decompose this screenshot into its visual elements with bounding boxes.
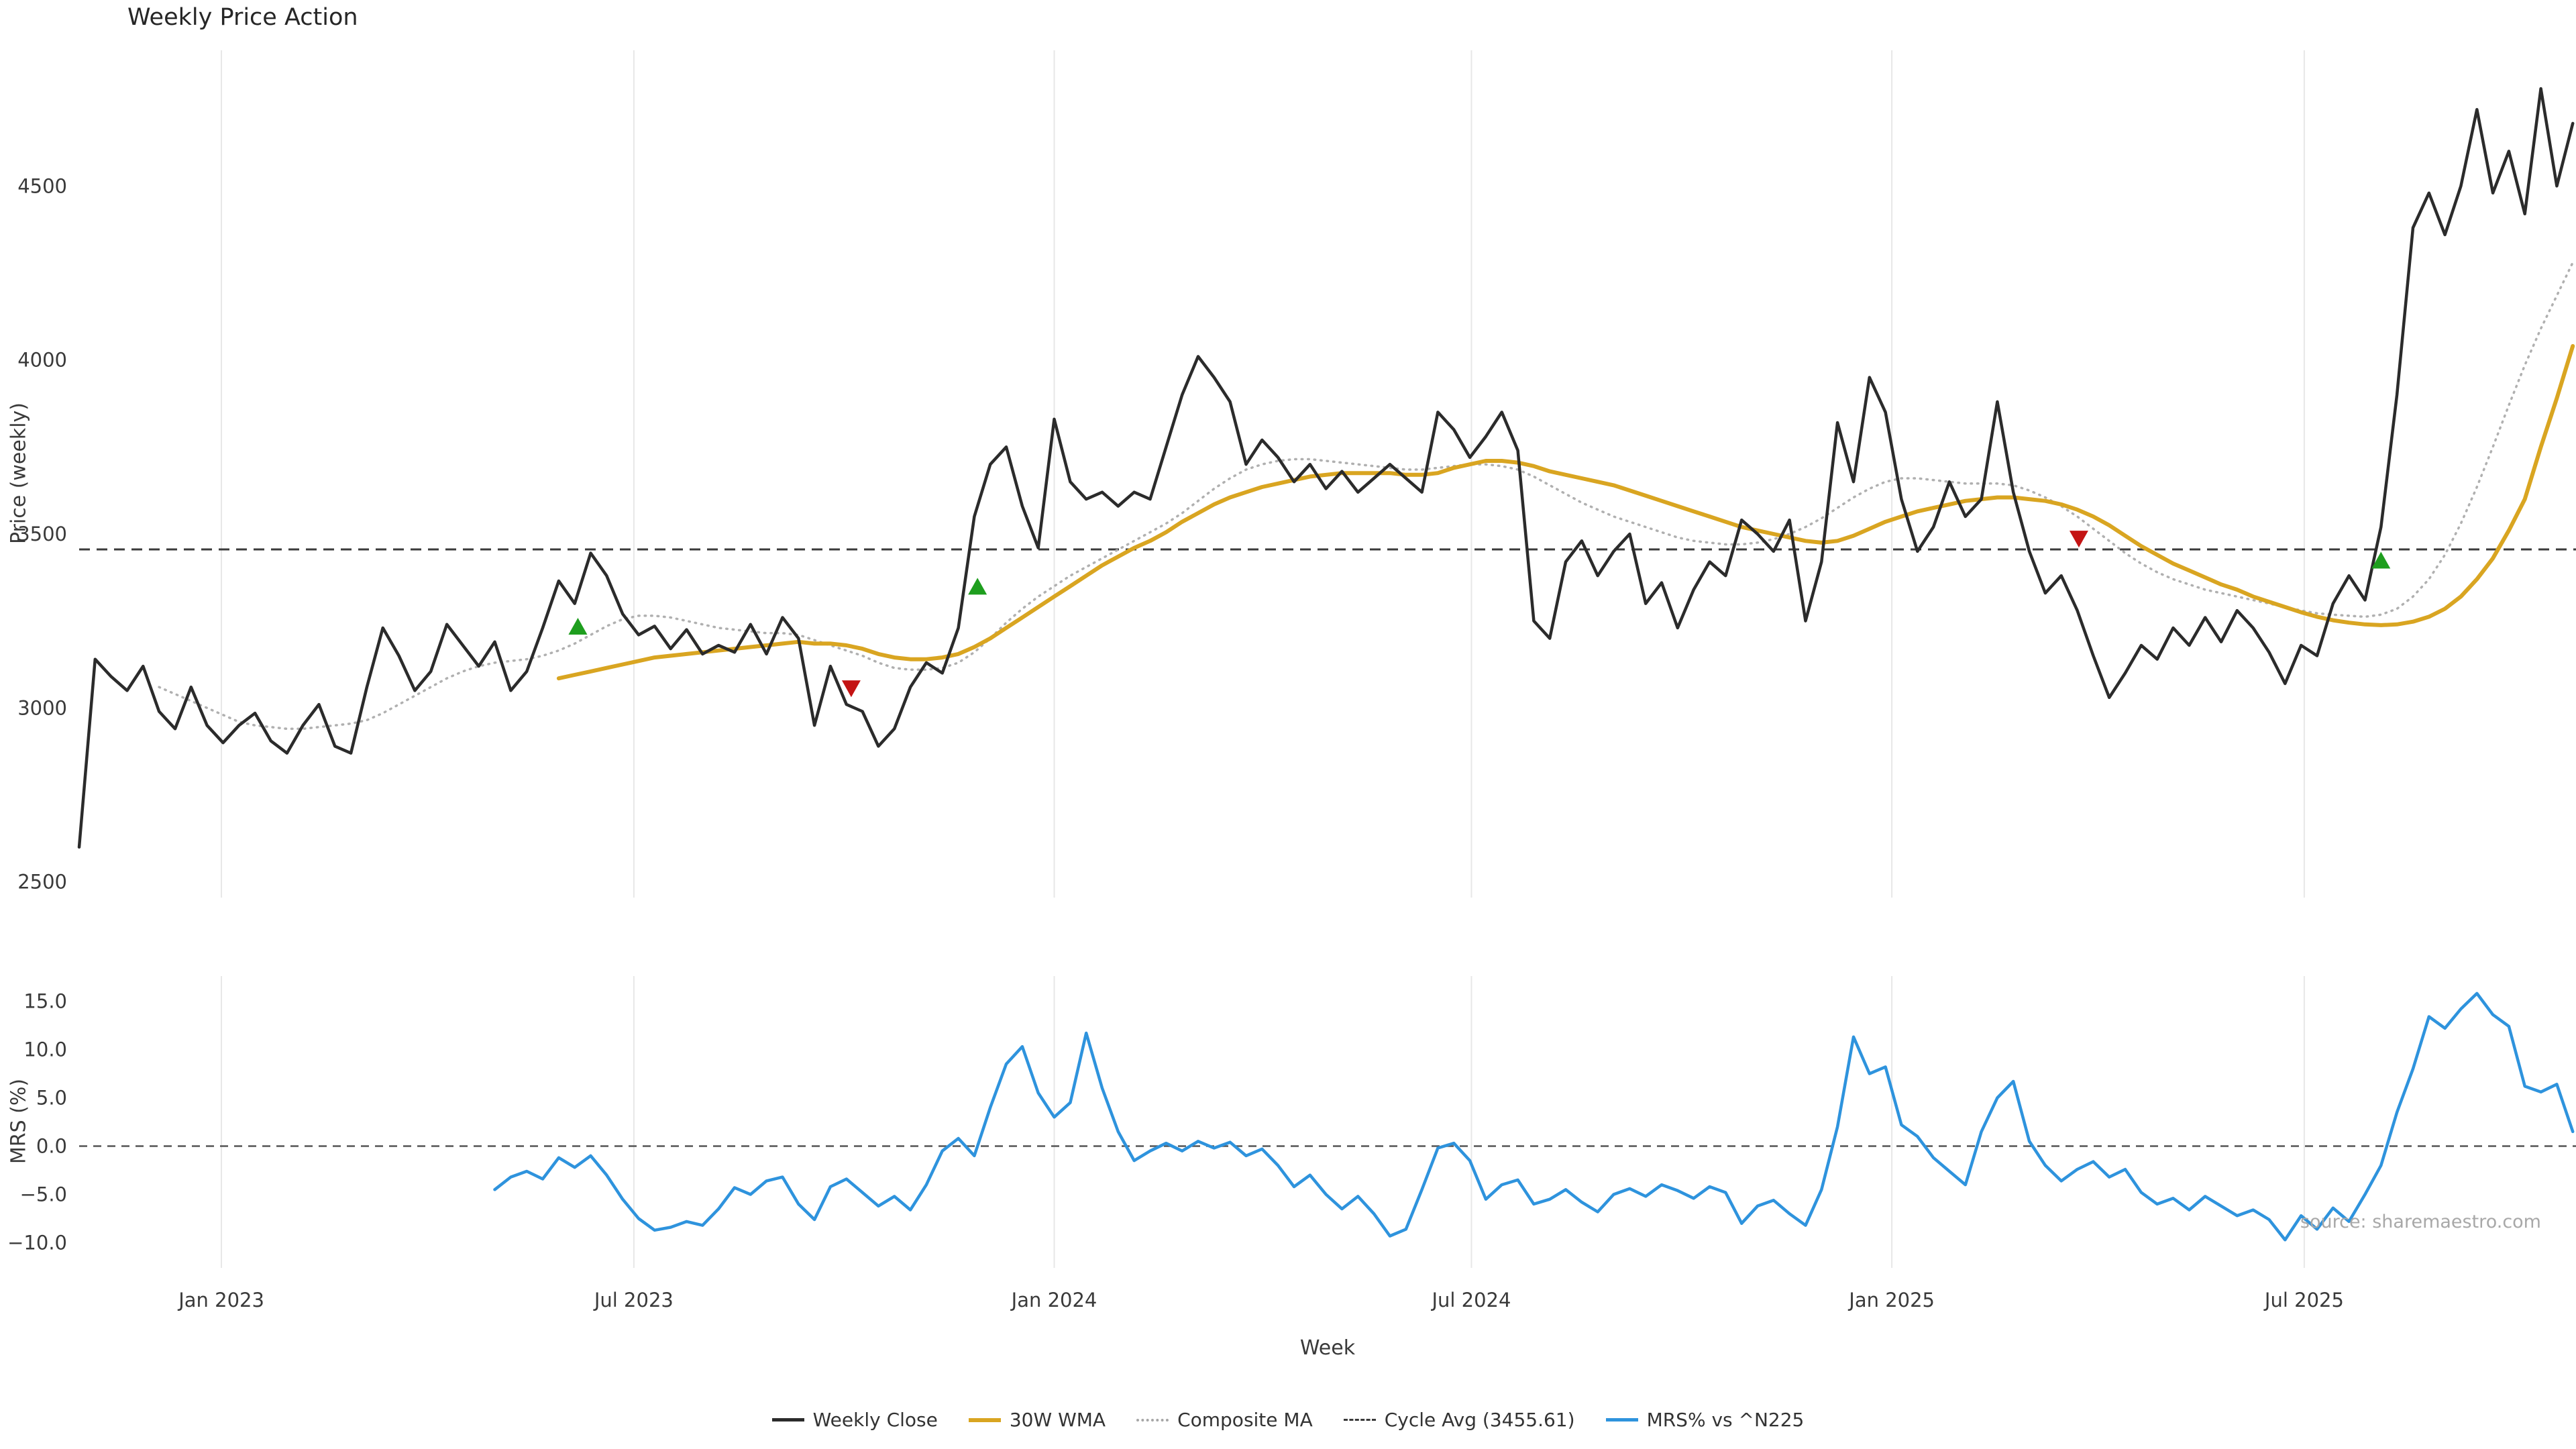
legend-item-composite-ma: Composite MA — [1136, 1409, 1313, 1431]
buy-marker — [2371, 551, 2391, 569]
x-tick-label: Jan 2024 — [1010, 1289, 1097, 1311]
mrs-series — [493, 991, 2575, 1242]
price-tick-label: 3500 — [17, 523, 67, 545]
legend-label-30w-wma: 30W WMA — [1009, 1409, 1106, 1431]
wma-30w-line — [556, 343, 2575, 681]
source-note: source: sharemaestro.com — [2300, 1212, 2541, 1232]
legend-label-weekly-close: Weekly Close — [812, 1409, 938, 1431]
buy-marker — [568, 618, 588, 635]
x-axis-label: Week — [1299, 1336, 1356, 1360]
x-tick-label: Jul 2023 — [593, 1289, 674, 1311]
mrs-tick-label: 0.0 — [36, 1135, 67, 1158]
x-tick-label: Jan 2025 — [1847, 1289, 1935, 1311]
price-series — [77, 87, 2575, 849]
mrs-line — [493, 991, 2575, 1242]
legend-swatch-composite-ma — [1136, 1418, 1169, 1421]
legend-label-composite-ma: Composite MA — [1177, 1409, 1313, 1431]
legend-label-mrs-vs-n225: MRS% vs ^N225 — [1646, 1409, 1805, 1431]
mrs-axis-label: MRS (%) — [7, 1078, 31, 1165]
mrs-tick-label: 15.0 — [23, 989, 67, 1012]
price-tick-label: 4000 — [17, 349, 67, 372]
legend-item-cycle-avg-3455-61: Cycle Avg (3455.61) — [1343, 1409, 1575, 1431]
legend-swatch-weekly-close — [771, 1418, 804, 1421]
price-tick-label: 2500 — [17, 871, 67, 894]
legend-swatch-mrs-vs-n225 — [1605, 1418, 1638, 1421]
chart-legend: Weekly Close 30W WMA Composite MA Cycle Avg… — [0, 1409, 2576, 1431]
price-tick-label: 4500 — [17, 174, 67, 197]
chart-svg: 2500 3000 3500 4000 4500 15.0 10.0 5.0 0.0 −5.0 −1… — [7, 50, 2576, 1311]
x-tick-label: Jul 2025 — [2263, 1289, 2344, 1311]
price-axis-label: Price (weekly) — [7, 402, 31, 545]
gridlines — [221, 50, 2305, 1268]
legend-label-cycle-avg-3455-61: Cycle Avg (3455.61) — [1384, 1409, 1575, 1431]
legend-swatch-30w-wma — [968, 1417, 1001, 1422]
price-tick-label: 3000 — [17, 696, 67, 719]
tick-labels: 2500 3000 3500 4000 4500 15.0 10.0 5.0 0.0 −5.0 −1… — [7, 174, 2344, 1311]
chart-canvas: 2500 3000 3500 4000 4500 15.0 10.0 5.0 0.0 −5.0 −1… — [7, 50, 2576, 1311]
sell-marker — [841, 680, 861, 698]
mrs-tick-label: 10.0 — [23, 1038, 67, 1061]
reference-lines — [79, 548, 2576, 1147]
signal-markers — [568, 531, 2391, 698]
weekly-close-line — [77, 87, 2575, 849]
legend-item-weekly-close: Weekly Close — [771, 1409, 938, 1431]
sell-marker — [2069, 531, 2088, 548]
mrs-tick-label: −5.0 — [20, 1183, 67, 1206]
x-tick-label: Jul 2024 — [1430, 1289, 1511, 1311]
mrs-tick-label: 5.0 — [36, 1086, 67, 1109]
buy-marker — [968, 578, 987, 595]
x-tick-label: Jan 2023 — [177, 1289, 264, 1311]
page-title: Weekly Price Action — [127, 4, 358, 31]
composite-ma-line — [158, 261, 2574, 731]
legend-item-mrs-vs-n225: MRS% vs ^N225 — [1605, 1409, 1805, 1431]
mrs-tick-label: −10.0 — [7, 1232, 67, 1254]
legend-swatch-cycle-avg-3455-61 — [1343, 1419, 1376, 1421]
legend-item-30w-wma: 30W WMA — [968, 1409, 1106, 1431]
